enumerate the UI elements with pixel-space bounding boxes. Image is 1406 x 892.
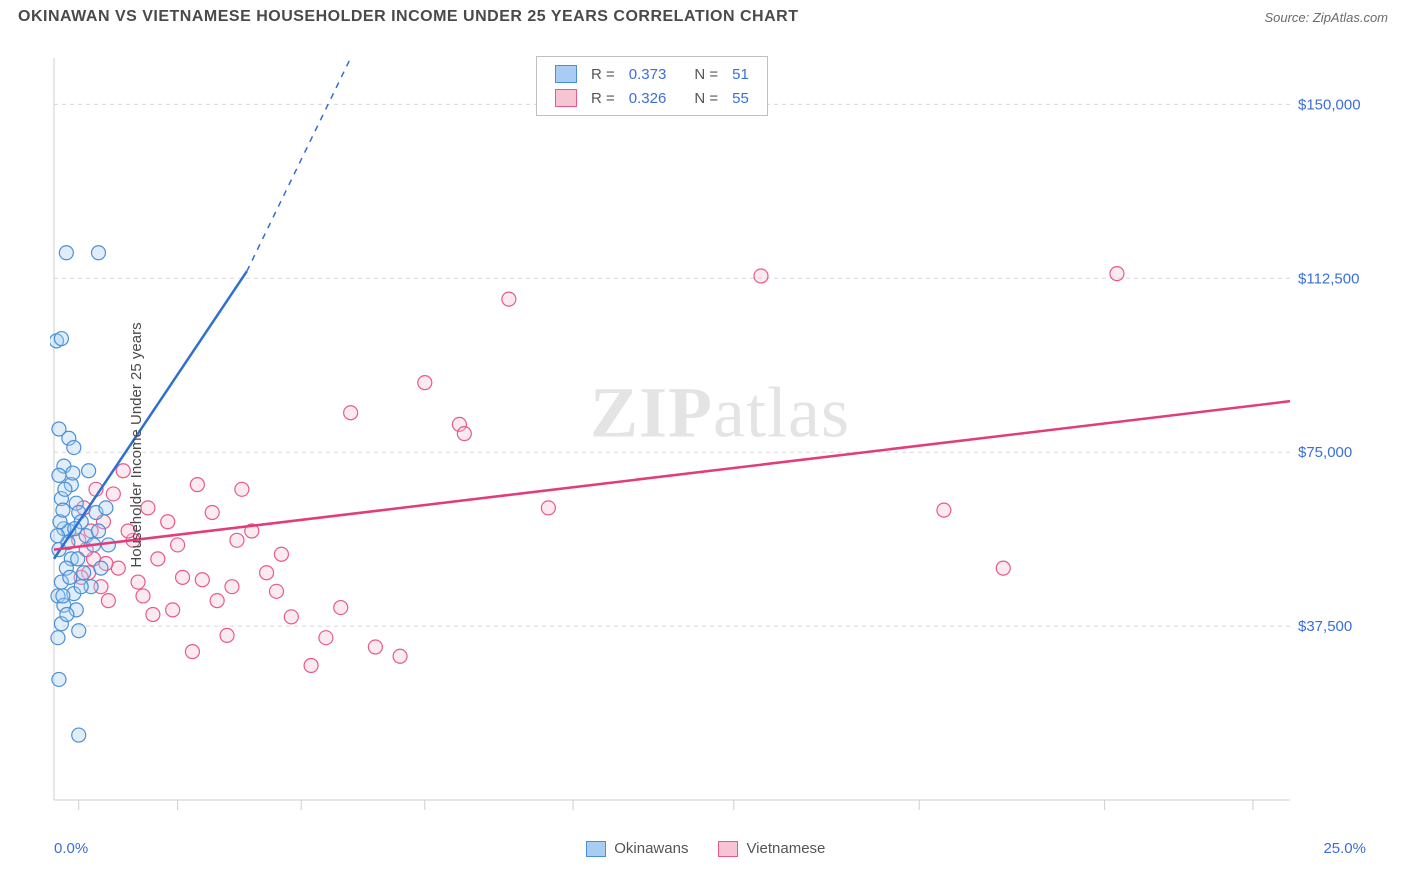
x-axis-max-label: 25.0% [1323, 840, 1366, 857]
legend-n-label: N = [688, 63, 724, 85]
series-legend: Okinawans Vietnamese [586, 840, 825, 857]
data-point [77, 566, 91, 580]
data-point [101, 594, 115, 608]
scatter-chart-svg: $37,500 $75,000 $112,500 $150,000 [50, 50, 1370, 820]
data-point [74, 580, 88, 594]
y-tick-label: $112,500 [1298, 270, 1359, 287]
data-point [136, 589, 150, 603]
data-point [56, 503, 70, 517]
data-point [82, 464, 96, 478]
data-point [230, 533, 244, 547]
legend-r-label: R = [585, 63, 621, 85]
series-label: Vietnamese [746, 840, 825, 857]
data-point [210, 594, 224, 608]
data-point [56, 589, 70, 603]
data-point [54, 332, 68, 346]
data-point [72, 728, 86, 742]
data-point [220, 628, 234, 642]
data-point [269, 584, 283, 598]
data-point [274, 547, 288, 561]
data-point [52, 672, 66, 686]
data-point [190, 478, 204, 492]
legend-r-value: 0.326 [623, 87, 673, 109]
data-point [101, 538, 115, 552]
data-point [334, 601, 348, 615]
data-point [52, 468, 66, 482]
data-point [106, 487, 120, 501]
data-point [161, 515, 175, 529]
data-point [58, 482, 72, 496]
legend-n-value: 55 [726, 87, 755, 109]
chart-area: Householder Income Under 25 years $37,50… [50, 50, 1390, 840]
data-point [205, 505, 219, 519]
data-point [71, 552, 85, 566]
data-point [66, 466, 80, 480]
data-point [754, 269, 768, 283]
legend-swatch [586, 841, 606, 857]
data-point [60, 608, 74, 622]
data-point [368, 640, 382, 654]
data-point [171, 538, 185, 552]
legend-r-value: 0.373 [623, 63, 673, 85]
legend-swatch [718, 841, 738, 857]
data-point [502, 292, 516, 306]
legend-n-value: 51 [726, 63, 755, 85]
legend-swatch [555, 89, 577, 107]
data-point [146, 608, 160, 622]
data-point [91, 246, 105, 260]
data-point [50, 529, 64, 543]
y-axis-label: Householder Income Under 25 years [128, 322, 145, 567]
data-point [393, 649, 407, 663]
data-point [67, 441, 81, 455]
data-point [418, 376, 432, 390]
data-point [59, 246, 73, 260]
data-point [151, 552, 165, 566]
data-point [166, 603, 180, 617]
x-axis-footer: 0.0% Okinawans Vietnamese 25.0% [50, 840, 1370, 857]
data-point [304, 659, 318, 673]
data-point [176, 570, 190, 584]
data-point [63, 570, 77, 584]
data-point [91, 524, 105, 538]
data-point [996, 561, 1010, 575]
source-label: Source: ZipAtlas.com [1264, 10, 1388, 25]
data-point [319, 631, 333, 645]
data-point [235, 482, 249, 496]
series-legend-item: Okinawans [586, 840, 688, 857]
data-point [1110, 267, 1124, 281]
data-point [937, 503, 951, 517]
data-point [131, 575, 145, 589]
data-point [94, 561, 108, 575]
x-axis-min-label: 0.0% [54, 840, 88, 857]
trend-line-okinawans-dash [247, 58, 351, 271]
data-point [260, 566, 274, 580]
legend-r-label: R = [585, 87, 621, 109]
series-legend-item: Vietnamese [718, 840, 825, 857]
y-tick-label: $75,000 [1298, 444, 1352, 461]
legend-swatch [555, 65, 577, 83]
data-point [185, 645, 199, 659]
y-tick-label: $150,000 [1298, 96, 1361, 113]
chart-title: OKINAWAN VS VIETNAMESE HOUSEHOLDER INCOM… [18, 8, 798, 26]
data-point [195, 573, 209, 587]
data-point [51, 631, 65, 645]
data-point [457, 427, 471, 441]
legend-n-label: N = [688, 87, 724, 109]
data-point [225, 580, 239, 594]
data-point [344, 406, 358, 420]
stats-legend: R = 0.373 N = 51 R = 0.326 N = 55 [536, 56, 768, 116]
trend-line-vietnamese [54, 401, 1290, 549]
data-point [99, 501, 113, 515]
data-point [284, 610, 298, 624]
y-tick-label: $37,500 [1298, 618, 1352, 635]
data-point [541, 501, 555, 515]
series-label: Okinawans [614, 840, 688, 857]
data-point [72, 624, 86, 638]
